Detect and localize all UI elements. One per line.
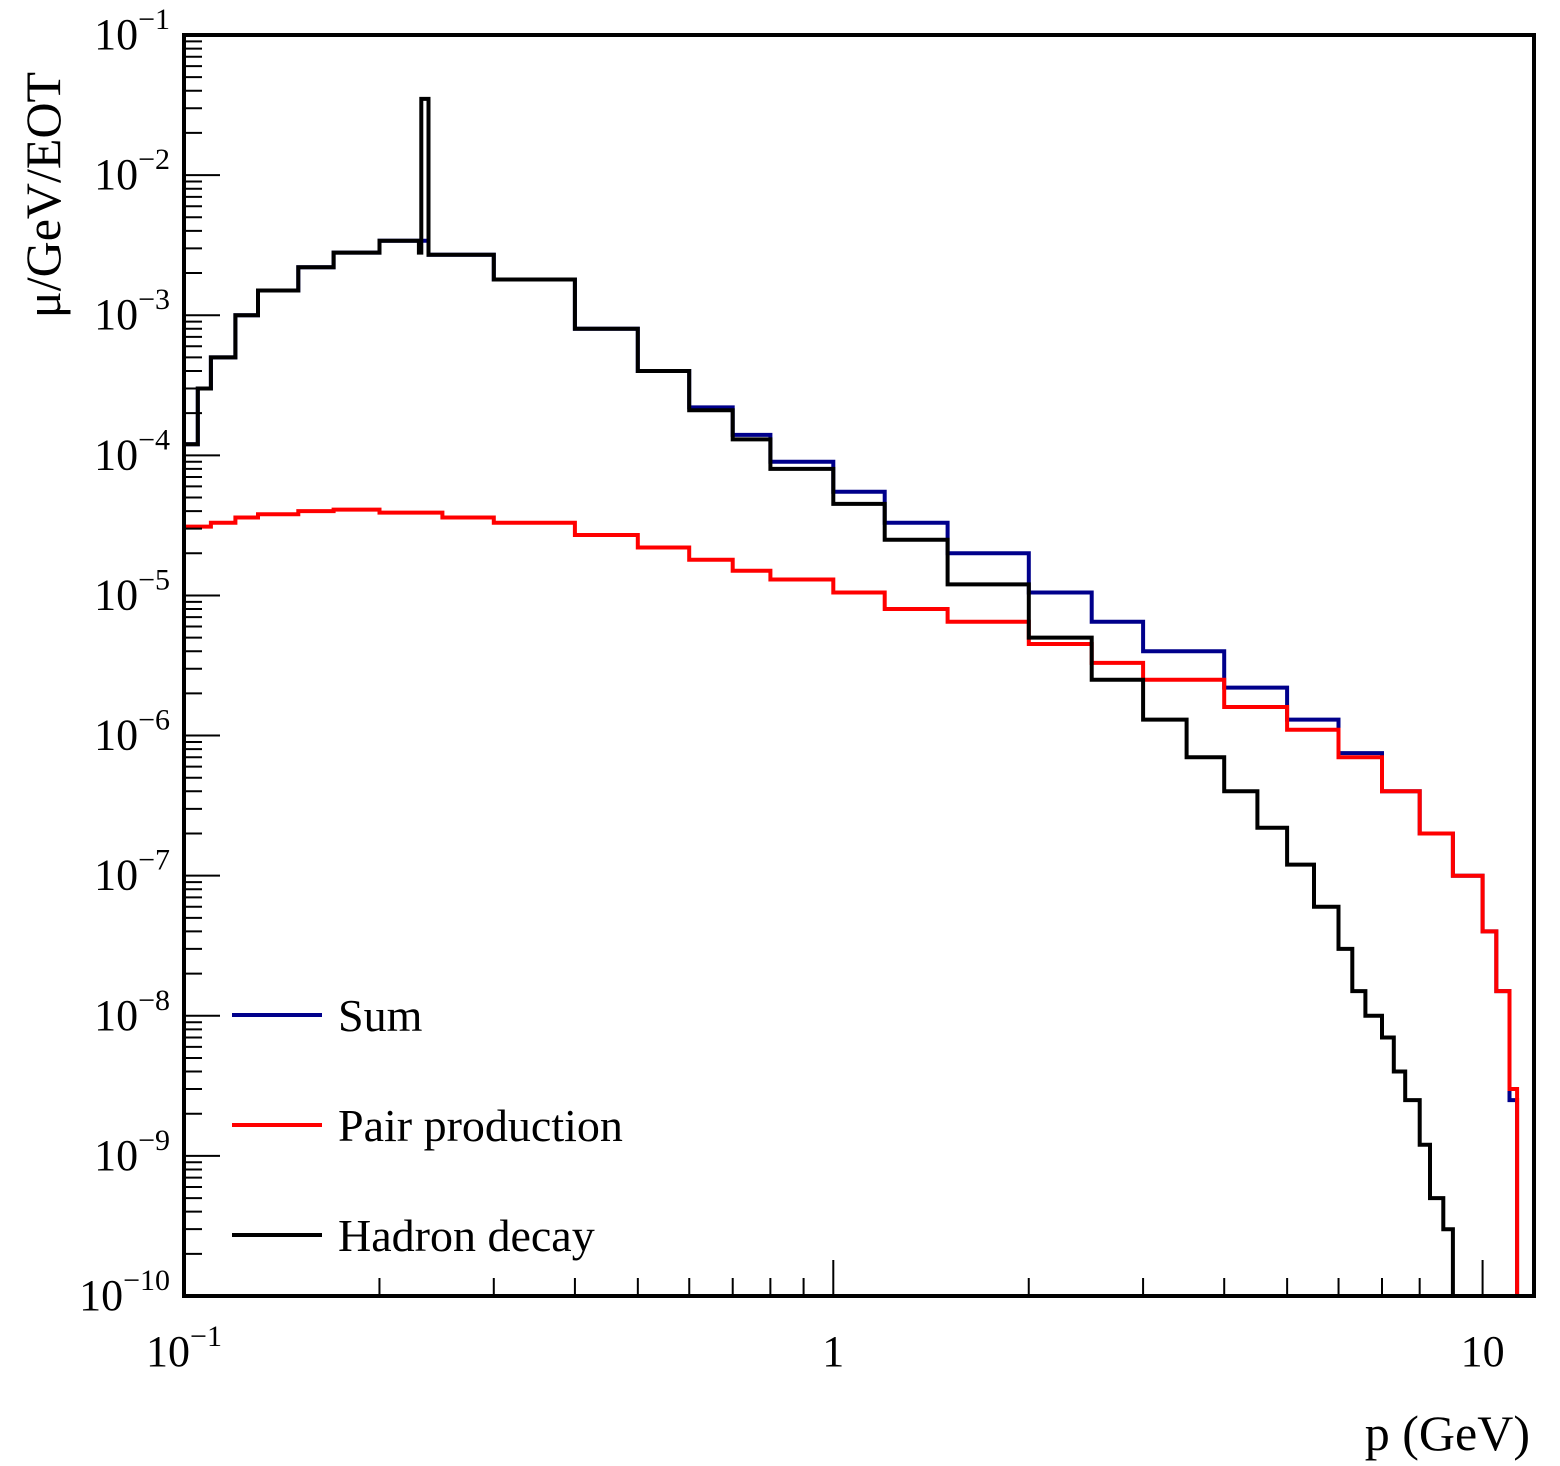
x-axis-title: p (GeV) — [1365, 1405, 1530, 1461]
x-tick-labels: 10−1 1 10 — [146, 1320, 1505, 1376]
x-tick-label: 10 — [1461, 1327, 1505, 1376]
y-tick-label: 10−9 — [94, 1124, 170, 1180]
plot-frame — [182, 33, 1536, 1298]
y-tick-label: 10−1 — [94, 3, 170, 59]
y-axis-ticks — [184, 34, 220, 1297]
y-tick-label: 10−7 — [94, 844, 170, 900]
series-pair-production — [184, 507, 1520, 1296]
y-tick-label: 10−6 — [94, 704, 170, 760]
y-tick-labels: 10−10 10−9 10−8 10−7 10−6 10−5 10−4 10−3 10−2 10−… — [79, 3, 170, 1320]
legend: Sum Pair production Hadron decay — [232, 990, 623, 1261]
y-tick-label: 10−3 — [94, 283, 170, 339]
series-hadron-decay — [184, 96, 1455, 1296]
series-layer — [184, 96, 1520, 1296]
y-tick-label: 10−4 — [94, 423, 170, 479]
legend-label-sum: Sum — [338, 990, 423, 1041]
y-tick-label: 10−5 — [94, 563, 170, 619]
y-tick-label: 10−2 — [94, 143, 170, 199]
y-tick-label: 10−10 — [79, 1264, 170, 1320]
y-axis-title: μ/GeV/EOT — [15, 72, 71, 318]
x-axis-ticks — [183, 1260, 1484, 1296]
legend-label-hadron-decay: Hadron decay — [338, 1210, 595, 1261]
x-tick-label: 10−1 — [146, 1320, 222, 1376]
x-tick-label: 1 — [822, 1327, 844, 1376]
y-tick-label: 10−8 — [94, 984, 170, 1040]
legend-label-pair-production: Pair production — [338, 1100, 623, 1151]
plot-area — [182, 33, 1536, 1298]
